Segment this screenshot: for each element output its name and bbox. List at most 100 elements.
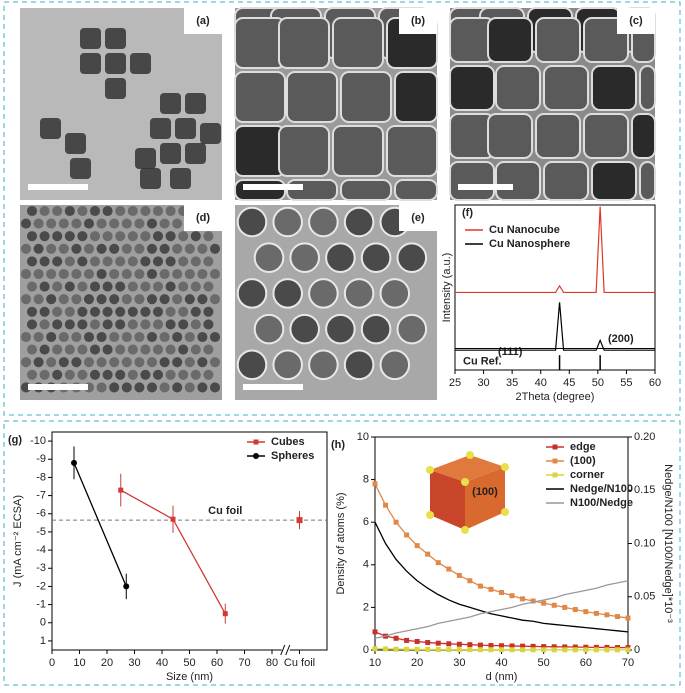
x-tick-label: 45 (563, 377, 575, 389)
marker (477, 642, 483, 648)
particle (105, 28, 126, 49)
corner-atom (461, 478, 469, 486)
particle (52, 256, 63, 267)
particle (278, 125, 330, 177)
particle (105, 53, 126, 74)
particle (134, 382, 145, 393)
particle (121, 218, 132, 229)
y-tick-label: -9 (36, 453, 46, 465)
particle (165, 256, 176, 267)
micrograph: (e) (235, 205, 437, 400)
particle (203, 281, 214, 292)
x-tick-label: 60 (211, 657, 223, 669)
ref-label: Cu Ref. (463, 356, 502, 368)
marker (393, 635, 399, 641)
particle (102, 231, 113, 242)
marker (372, 629, 378, 635)
particle (178, 281, 189, 292)
particle (234, 17, 286, 69)
series-line (374, 580, 629, 639)
y-tick-label: -6 (36, 508, 46, 520)
particle (115, 319, 126, 330)
particle (209, 243, 221, 254)
y-axis-label: Intensity (a.u.) (441, 253, 453, 323)
marker (296, 517, 303, 524)
particle (64, 281, 75, 292)
particle (272, 278, 303, 309)
marker (562, 647, 568, 653)
particle (127, 369, 138, 380)
particle (343, 349, 375, 381)
particle (631, 113, 656, 159)
particle (343, 278, 375, 309)
x-axis-label: Size (nm) (166, 671, 213, 683)
particle (197, 268, 208, 280)
particle (146, 218, 158, 229)
particle (96, 294, 107, 305)
particle (159, 268, 170, 280)
legend-label: (100) (570, 455, 596, 467)
marker (383, 646, 389, 652)
y-tick-label: 4 (363, 559, 369, 571)
particle (209, 331, 221, 343)
particle (178, 306, 189, 317)
particle (165, 231, 176, 242)
scale-bar (243, 384, 303, 390)
particle (165, 369, 176, 380)
marker (551, 647, 557, 653)
y-tick-label: -2 (36, 580, 46, 592)
marker (488, 647, 494, 653)
particle (64, 231, 75, 242)
particle (65, 133, 86, 154)
marker (520, 596, 526, 602)
particle (394, 179, 438, 201)
legend-marker (552, 444, 558, 450)
particle (96, 268, 107, 280)
x-tick-label: 40 (156, 657, 168, 669)
particle (159, 243, 170, 254)
y-axis-label: Density of atoms (%) (335, 492, 347, 594)
marker (572, 644, 578, 650)
series-line (374, 521, 629, 633)
marker (456, 572, 462, 578)
y2-tick-label: 0.20 (634, 431, 655, 443)
marker (467, 578, 473, 584)
particle (379, 349, 411, 381)
particle (152, 306, 164, 317)
particle (236, 349, 268, 381)
particle (535, 17, 581, 63)
particle (203, 256, 214, 267)
particle (20, 268, 32, 280)
particle (89, 306, 101, 317)
particle (102, 306, 113, 317)
particle (308, 206, 339, 238)
x-tick-label: 40 (495, 657, 507, 669)
marker (583, 647, 589, 653)
legend-marker (552, 458, 558, 464)
particle (58, 357, 69, 368)
legend-label: Cubes (271, 436, 305, 448)
particle (26, 231, 38, 242)
particle (83, 294, 95, 305)
particle (83, 243, 95, 254)
particle (159, 331, 170, 343)
x-tick-label: 30 (128, 657, 140, 669)
particle (26, 281, 38, 292)
particle (209, 268, 221, 280)
particle (332, 17, 384, 69)
particle (64, 306, 75, 317)
particle (197, 331, 208, 343)
marker (71, 459, 77, 466)
particle (115, 205, 126, 217)
x-tick-label: 20 (101, 657, 113, 669)
particle (184, 357, 195, 368)
particle (80, 53, 101, 74)
particle (140, 281, 151, 292)
particle (197, 243, 208, 254)
particle (134, 331, 145, 343)
marker (583, 644, 589, 650)
particle (203, 319, 214, 330)
particle (71, 331, 82, 343)
marker (541, 644, 547, 650)
particle (159, 382, 170, 393)
